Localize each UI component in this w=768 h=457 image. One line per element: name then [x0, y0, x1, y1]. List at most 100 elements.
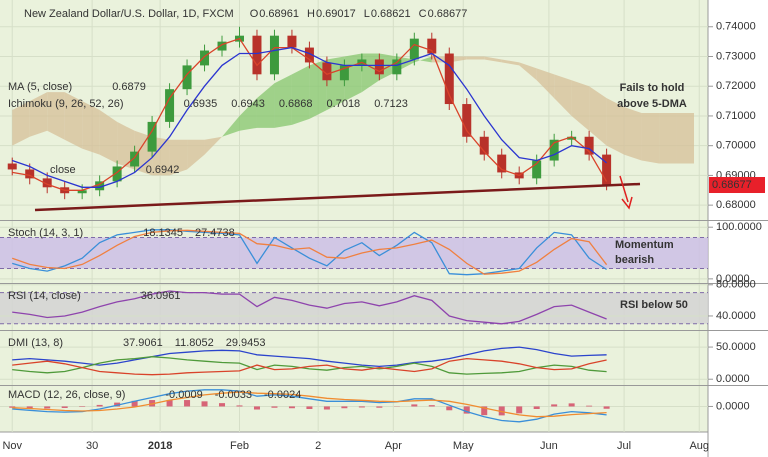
legend-label: Ichimoku (9, 26, 52, 26)	[8, 98, 124, 110]
histogram-bar	[96, 404, 103, 407]
chart-title: New Zealand Dollar/U.S. Dollar, 1D, FXCM	[24, 8, 234, 20]
band	[0, 237, 708, 269]
candle-body	[602, 154, 612, 186]
x-tick-label: May	[453, 440, 474, 452]
series-line	[12, 391, 607, 418]
candle-body	[165, 89, 175, 122]
cloud	[99, 110, 118, 164]
cloud	[676, 112, 695, 164]
ohlc-value: 0.69017	[316, 8, 356, 20]
ohlc-label: L	[364, 8, 370, 20]
ohlc-label: H	[307, 8, 315, 20]
cloud	[29, 92, 48, 137]
histogram-bar	[568, 403, 575, 407]
candle-body	[217, 41, 227, 51]
y-tick-label: 0.73000	[716, 50, 756, 62]
histogram-bar	[481, 406, 488, 416]
legend-value: 0.7123	[374, 98, 408, 110]
panel-title: MACD (12, 26, close, 9)	[8, 389, 125, 401]
x-tick-label: Feb	[230, 440, 249, 452]
candle-body	[42, 178, 52, 188]
candle-body	[322, 62, 332, 81]
candle-body	[392, 59, 402, 75]
annotation: above 5-DMA	[617, 98, 687, 110]
y-tick-label: 0.71000	[716, 110, 756, 122]
series-line	[12, 229, 607, 276]
histogram-bar	[411, 404, 418, 407]
cloud	[82, 101, 100, 155]
histogram-bar	[114, 402, 121, 407]
y-tick-label: 40.0000	[716, 310, 756, 322]
histogram-bar	[341, 406, 348, 409]
candle-body	[374, 59, 384, 75]
histogram-bar	[236, 405, 243, 407]
ohlc-value: 0.68677	[428, 8, 468, 20]
axis-background	[0, 432, 708, 457]
legend-value: 0.6868	[279, 98, 313, 110]
legend-value: 0.6879	[112, 81, 146, 93]
cloud	[624, 107, 642, 161]
histogram-bar	[61, 406, 68, 408]
histogram-bar	[323, 406, 330, 410]
annotation: bearish	[615, 254, 654, 266]
histogram-bar	[463, 406, 470, 414]
legend-value: 36.0961	[141, 290, 181, 302]
candle-body	[25, 169, 35, 179]
x-tick-label: Apr	[385, 440, 402, 452]
candle-body	[287, 35, 297, 48]
histogram-bar	[201, 401, 208, 407]
series-line	[12, 346, 607, 368]
histogram-bar	[26, 406, 33, 409]
histogram-bar	[253, 406, 260, 410]
candle-body	[427, 38, 437, 54]
candle-body	[112, 166, 122, 182]
histogram-bar	[358, 406, 365, 408]
candle-body	[252, 35, 262, 75]
y-tick-label: 0.68000	[716, 199, 756, 211]
y-tick-label: 0.0000	[716, 400, 750, 412]
cloud	[536, 68, 555, 99]
cloud	[606, 98, 625, 155]
cloud	[501, 59, 520, 66]
cloud	[571, 80, 590, 131]
ohlc-label: C	[419, 8, 427, 20]
cloud	[291, 65, 310, 125]
y-tick-label: 0.0000	[716, 373, 750, 385]
legend-value: 37.9061	[123, 337, 163, 349]
candle-body	[95, 181, 105, 191]
arrow-head	[621, 196, 633, 210]
candle-body	[444, 53, 454, 105]
legend-value: 29.9453	[226, 337, 266, 349]
candle-body	[339, 65, 349, 81]
series-line	[11, 46, 608, 188]
histogram-bar	[288, 406, 295, 409]
legend-value: 0.6942	[146, 164, 180, 176]
histogram-bar	[166, 400, 173, 407]
candle-body	[497, 154, 507, 173]
legend-label: close	[50, 164, 76, 176]
y-tick-label: 0.72000	[716, 80, 756, 92]
marks	[0, 0, 768, 432]
panel-title: RSI (14, close)	[8, 290, 81, 302]
candle-body	[200, 50, 210, 66]
cloud	[589, 86, 607, 146]
candle-body	[479, 136, 489, 155]
legend-value: 11.8052	[175, 337, 214, 349]
series-line	[11, 229, 608, 275]
x-tick-label: 2018	[148, 440, 172, 452]
cloud	[169, 139, 188, 176]
cloud	[204, 136, 223, 155]
histogram-bar	[306, 406, 313, 409]
candle-body	[409, 38, 419, 60]
histogram-bar	[428, 405, 435, 407]
histogram-bar	[533, 406, 540, 409]
legend-value: 0.6943	[231, 98, 265, 110]
panel-title: Stoch (14, 3, 1)	[8, 227, 83, 239]
y-tick-label: 100.0000	[716, 221, 762, 233]
trend-line	[34, 182, 641, 212]
series-line	[12, 356, 607, 375]
cloud	[641, 112, 660, 164]
cloud	[484, 56, 502, 63]
x-tick-label: 2	[315, 440, 321, 452]
